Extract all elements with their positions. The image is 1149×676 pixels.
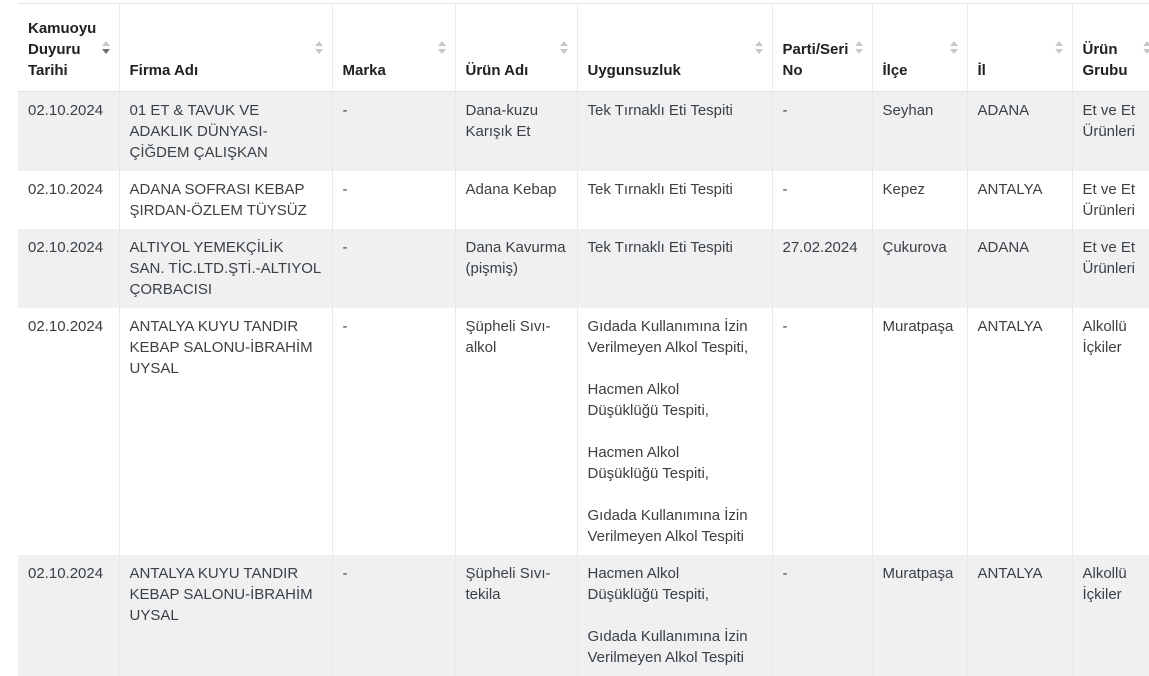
cell-urun-adi: Şüpheli Sıvı-tekila: [454, 555, 577, 676]
cell-firma-adi: ANTALYA KUYU TANDIR KEBAP SALONU-İBRAHİM…: [118, 555, 332, 676]
cell-urun-grubu: Alkollü İçkiler: [1071, 308, 1149, 555]
cell-il: ANTALYA: [966, 555, 1072, 676]
cell-marka: -: [331, 229, 455, 308]
sort-icon: [854, 41, 863, 54]
cell-urun-adi: Şüpheli Sıvı-alkol: [454, 308, 577, 555]
cell-marka: -: [331, 555, 455, 676]
cell-uygunsuzluk: Gıdada Kullanımına İzin Verilmeyen Alkol…: [576, 308, 772, 555]
sort-icon: [314, 41, 323, 54]
cell-parti-seri-no: -: [771, 171, 872, 229]
sort-icon: [1143, 41, 1149, 54]
column-header-label: İlçe: [882, 62, 908, 79]
cell-urun-grubu: Et ve Et Ürünleri: [1071, 91, 1149, 171]
cell-ilce: Muratpaşa: [871, 555, 967, 676]
column-header-urun-adi[interactable]: Ürün Adı: [454, 3, 577, 92]
cell-firma-adi: ANTALYA KUYU TANDIR KEBAP SALONU-İBRAHİM…: [118, 308, 332, 555]
table-row: 02.10.2024 ANTALYA KUYU TANDIR KEBAP SAL…: [18, 308, 1149, 555]
column-header-ilce[interactable]: İlçe: [871, 3, 967, 92]
column-header-label: Uygunsuzluk: [587, 62, 681, 79]
cell-tarih: 02.10.2024: [28, 181, 104, 198]
cell-urun-adi: Dana-kuzu Karışık Et: [454, 91, 577, 171]
cell-firma-adi: ADANA SOFRASI KEBAP ŞIRDAN-ÖZLEM TÜYSÜZ: [118, 171, 332, 229]
cell-tarih: 02.10.2024: [28, 565, 104, 582]
column-header-label: Firma Adı: [129, 62, 199, 79]
cell-parti-seri-no: -: [771, 308, 872, 555]
sort-icon: [101, 41, 110, 54]
cell-urun-adi: Adana Kebap: [454, 171, 577, 229]
cell-ilce: Çukurova: [871, 229, 967, 308]
column-header-label: Ürün Adı: [465, 62, 529, 79]
table-row: 02.10.2024 ALTIYOL YEMEKÇİLİK SAN. TİC.L…: [18, 229, 1149, 308]
cell-urun-grubu: Et ve Et Ürünleri: [1071, 171, 1149, 229]
cell-il: ANTALYA: [966, 308, 1072, 555]
sort-icon: [437, 41, 446, 54]
sort-icon: [754, 41, 763, 54]
cell-marka: -: [331, 171, 455, 229]
table-row: 02.10.2024 ANTALYA KUYU TANDIR KEBAP SAL…: [18, 555, 1149, 676]
cell-ilce: Kepez: [871, 171, 967, 229]
table-header-row: Kamuoyu Duyuru Tarihi Firma Adı Marka Ür…: [18, 3, 1149, 92]
cell-tarih: 02.10.2024: [28, 318, 104, 335]
column-header-urun-grubu[interactable]: Ürün Grubu: [1071, 3, 1149, 92]
column-header-label: Ürün Grubu: [1082, 41, 1128, 79]
cell-parti-seri-no: -: [771, 555, 872, 676]
cell-parti-seri-no: 27.02.2024: [771, 229, 872, 308]
column-header-kamuoyu-duyuru-tarihi[interactable]: Kamuoyu Duyuru Tarihi: [18, 3, 119, 92]
cell-il: ADANA: [966, 229, 1072, 308]
food-safety-results-table-wrap: Kamuoyu Duyuru Tarihi Firma Adı Marka Ür…: [18, 3, 1149, 676]
cell-urun-adi: Dana Kavurma (pişmiş): [454, 229, 577, 308]
table-row: 02.10.2024 01 ET & TAVUK VE ADAKLIK DÜNY…: [18, 91, 1149, 171]
cell-marka: -: [331, 91, 455, 171]
cell-uygunsuzluk: Tek Tırnaklı Eti Tespiti: [576, 91, 772, 171]
column-header-label: Parti/Seri No: [782, 41, 849, 79]
cell-uygunsuzluk: Tek Tırnaklı Eti Tespiti: [576, 171, 772, 229]
column-header-marka[interactable]: Marka: [331, 3, 455, 92]
sort-icon: [1054, 41, 1063, 54]
column-header-label: İl: [977, 62, 986, 79]
cell-marka: -: [331, 308, 455, 555]
sort-icon: [949, 41, 958, 54]
cell-il: ADANA: [966, 91, 1072, 171]
cell-urun-grubu: Alkollü İçkiler: [1071, 555, 1149, 676]
cell-firma-adi: 01 ET & TAVUK VE ADAKLIK DÜNYASI-ÇİĞDEM …: [118, 91, 332, 171]
column-header-uygunsuzluk[interactable]: Uygunsuzluk: [576, 3, 772, 92]
column-header-parti-seri-no[interactable]: Parti/Seri No: [771, 3, 872, 92]
cell-ilce: Muratpaşa: [871, 308, 967, 555]
cell-uygunsuzluk: Tek Tırnaklı Eti Tespiti: [576, 229, 772, 308]
column-header-firma-adi[interactable]: Firma Adı: [118, 3, 332, 92]
cell-urun-grubu: Et ve Et Ürünleri: [1071, 229, 1149, 308]
food-safety-results-table: Kamuoyu Duyuru Tarihi Firma Adı Marka Ür…: [18, 3, 1149, 676]
cell-parti-seri-no: -: [771, 91, 872, 171]
column-header-il[interactable]: İl: [966, 3, 1072, 92]
column-header-label: Marka: [342, 62, 386, 79]
cell-tarih: 02.10.2024: [28, 239, 104, 256]
sort-icon: [559, 41, 568, 54]
cell-tarih: 02.10.2024: [28, 102, 104, 119]
table-row: 02.10.2024 ADANA SOFRASI KEBAP ŞIRDAN-ÖZ…: [18, 171, 1149, 229]
cell-uygunsuzluk: Hacmen Alkol Düşüklüğü Tespiti, Gıdada K…: [576, 555, 772, 676]
cell-ilce: Seyhan: [871, 91, 967, 171]
cell-firma-adi: ALTIYOL YEMEKÇİLİK SAN. TİC.LTD.ŞTİ.-ALT…: [118, 229, 332, 308]
column-header-label: Kamuoyu Duyuru Tarihi: [28, 20, 97, 79]
cell-il: ANTALYA: [966, 171, 1072, 229]
